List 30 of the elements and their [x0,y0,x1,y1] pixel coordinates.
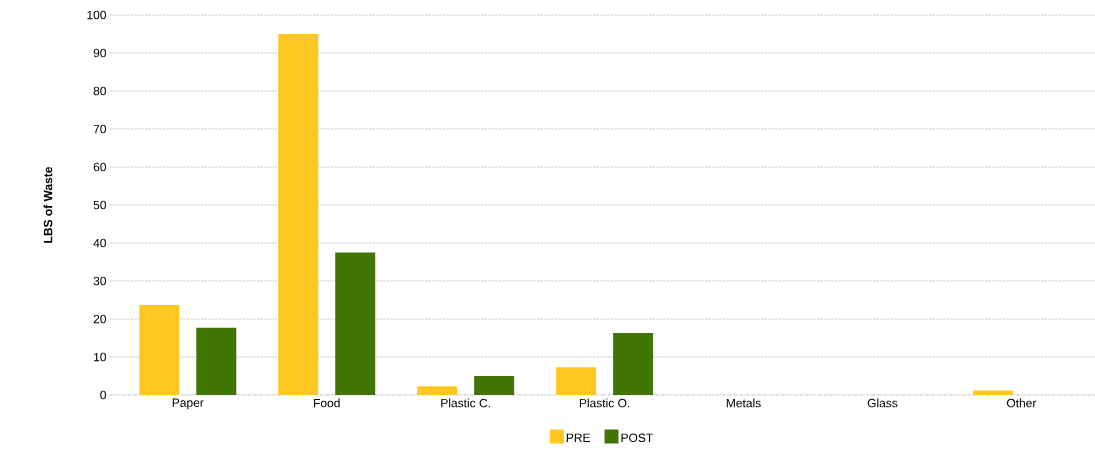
x-tick-label: Metals [726,398,761,408]
y-tick-label: 100 [87,10,106,20]
y-tick-label: 50 [93,200,106,210]
bar [139,304,180,395]
x-tick-label: Plastic O. [579,398,630,408]
x-tick-label: Food [314,398,340,408]
y-tick-label: 10 [94,352,106,362]
y-tick-label: 0 [100,390,107,400]
bar [556,367,597,395]
bar [972,390,1013,395]
x-tick-label: Glass [867,398,898,408]
x-tick-label: Other [1006,398,1037,408]
legend-label: PRE [566,433,590,442]
bar [278,34,319,395]
y-tick-label: 40 [93,238,106,248]
bar [417,386,458,395]
y-tick-label: 70 [93,124,106,134]
x-tick-label: Plastic C. [441,398,490,408]
y-tick-label: 60 [93,162,106,172]
bar [474,376,515,395]
y-tick-label: 20 [93,314,106,324]
y-tick-label: 80 [93,86,106,96]
y-tick-label: 30 [93,276,106,286]
legend-label: POST [621,433,653,443]
bar [613,333,654,395]
bar [335,252,376,395]
y-tick-label: 90 [93,48,106,58]
bar [196,327,237,395]
x-tick-label: Paper [172,398,204,410]
y-axis-title: LBS of Waste [43,166,53,243]
